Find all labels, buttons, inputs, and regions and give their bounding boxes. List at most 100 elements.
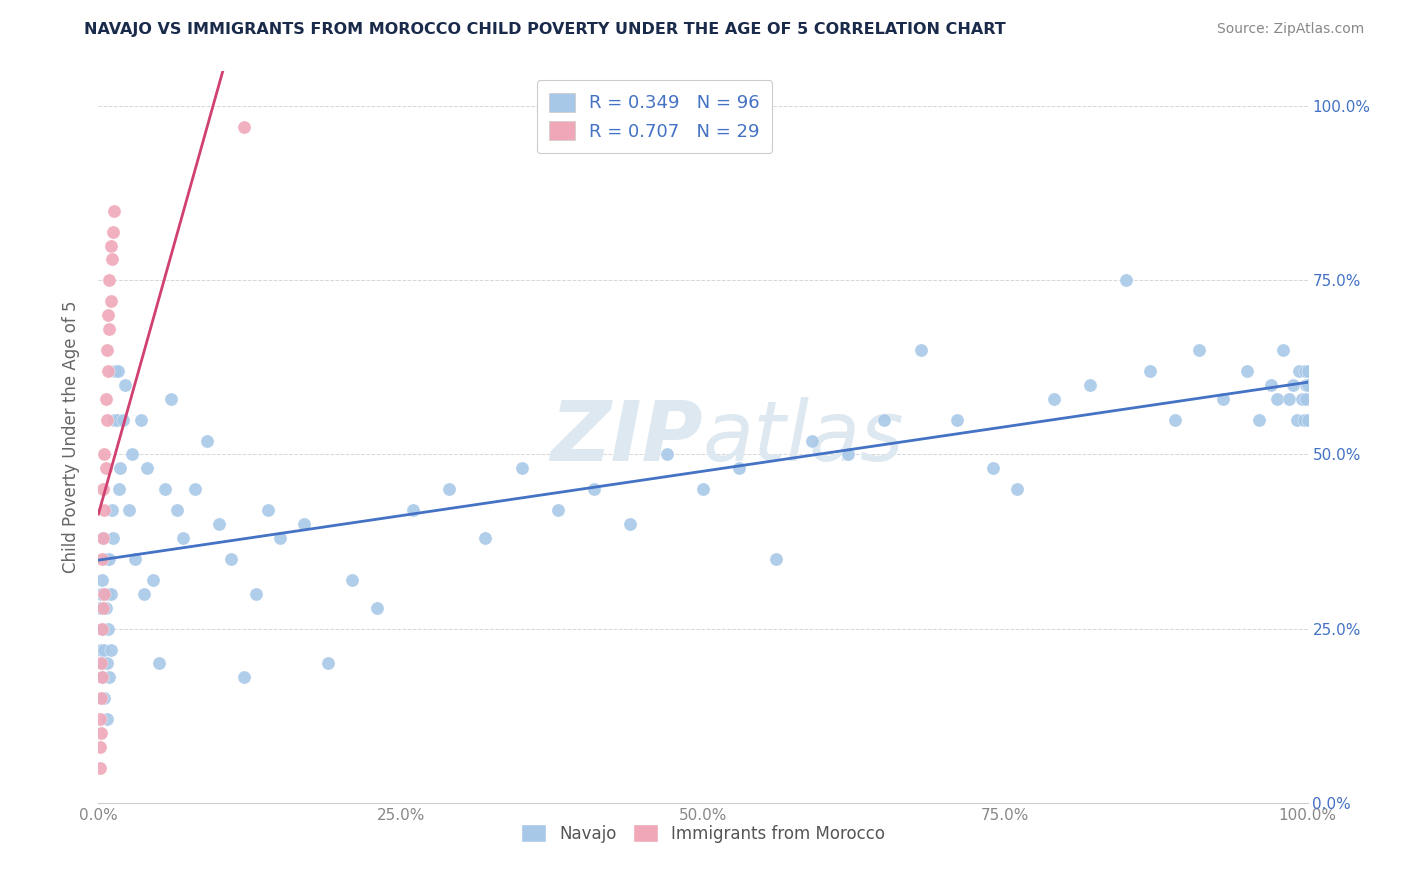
Point — [342, 573, 364, 587]
Point — [101, 225, 124, 239]
Point — [94, 600, 117, 615]
Point — [1188, 343, 1211, 357]
Point — [316, 657, 339, 671]
Point — [292, 517, 315, 532]
Point — [148, 657, 170, 671]
Point — [1296, 377, 1319, 392]
Point — [221, 552, 243, 566]
Point — [104, 364, 127, 378]
Point — [269, 531, 291, 545]
Point — [1296, 364, 1319, 378]
Point — [1292, 412, 1315, 426]
Point — [101, 531, 124, 545]
Point — [111, 412, 134, 426]
Point — [93, 691, 115, 706]
Text: atlas: atlas — [703, 397, 904, 477]
Point — [93, 642, 115, 657]
Point — [1078, 377, 1101, 392]
Point — [437, 483, 460, 497]
Point — [1163, 412, 1185, 426]
Point — [90, 587, 112, 601]
Point — [90, 726, 112, 740]
Point — [655, 448, 678, 462]
Point — [1296, 412, 1319, 426]
Point — [837, 448, 859, 462]
Point — [134, 587, 156, 601]
Point — [583, 483, 606, 497]
Point — [1267, 392, 1289, 406]
Point — [97, 622, 120, 636]
Point — [98, 322, 121, 336]
Point — [93, 587, 115, 601]
Point — [91, 531, 114, 545]
Point — [1291, 392, 1313, 406]
Point — [91, 670, 114, 684]
Point — [1236, 364, 1258, 378]
Point — [89, 740, 111, 755]
Point — [89, 600, 111, 615]
Point — [96, 712, 118, 726]
Point — [100, 238, 122, 252]
Point — [1139, 364, 1161, 378]
Point — [1294, 364, 1316, 378]
Point — [91, 657, 114, 671]
Point — [245, 587, 267, 601]
Point — [89, 761, 111, 775]
Point — [97, 587, 120, 601]
Point — [91, 483, 114, 497]
Point — [100, 587, 122, 601]
Point — [89, 712, 111, 726]
Point — [1288, 364, 1310, 378]
Point — [98, 670, 121, 684]
Text: ZIP: ZIP — [550, 397, 703, 477]
Point — [1295, 377, 1317, 392]
Point — [100, 503, 122, 517]
Point — [93, 448, 115, 462]
Point — [96, 657, 118, 671]
Point — [94, 552, 117, 566]
Point — [94, 461, 117, 475]
Point — [94, 392, 117, 406]
Point — [103, 203, 125, 218]
Point — [160, 392, 183, 406]
Point — [619, 517, 641, 532]
Point — [1007, 483, 1029, 497]
Point — [1282, 377, 1305, 392]
Point — [100, 642, 122, 657]
Point — [910, 343, 932, 357]
Point — [208, 517, 231, 532]
Point — [98, 552, 121, 566]
Point — [100, 294, 122, 309]
Point — [100, 252, 122, 267]
Point — [474, 531, 496, 545]
Point — [103, 412, 125, 426]
Point — [91, 670, 114, 684]
Point — [108, 483, 131, 497]
Point — [184, 483, 207, 497]
Point — [232, 120, 254, 134]
Point — [142, 573, 165, 587]
Point — [692, 483, 714, 497]
Point — [135, 461, 157, 475]
Point — [124, 552, 146, 566]
Point — [1042, 392, 1064, 406]
Point — [118, 503, 141, 517]
Point — [121, 448, 143, 462]
Text: NAVAJO VS IMMIGRANTS FROM MOROCCO CHILD POVERTY UNDER THE AGE OF 5 CORRELATION C: NAVAJO VS IMMIGRANTS FROM MOROCCO CHILD … — [84, 22, 1007, 37]
Point — [1115, 273, 1137, 287]
Point — [402, 503, 425, 517]
Point — [873, 412, 896, 426]
Point — [1212, 392, 1234, 406]
Point — [96, 412, 118, 426]
Point — [105, 412, 128, 426]
Point — [96, 343, 118, 357]
Point — [728, 461, 751, 475]
Point — [98, 273, 121, 287]
Point — [166, 503, 188, 517]
Point — [981, 461, 1004, 475]
Point — [1272, 343, 1295, 357]
Point — [91, 622, 114, 636]
Point — [800, 434, 823, 448]
Point — [366, 600, 388, 615]
Point — [107, 364, 129, 378]
